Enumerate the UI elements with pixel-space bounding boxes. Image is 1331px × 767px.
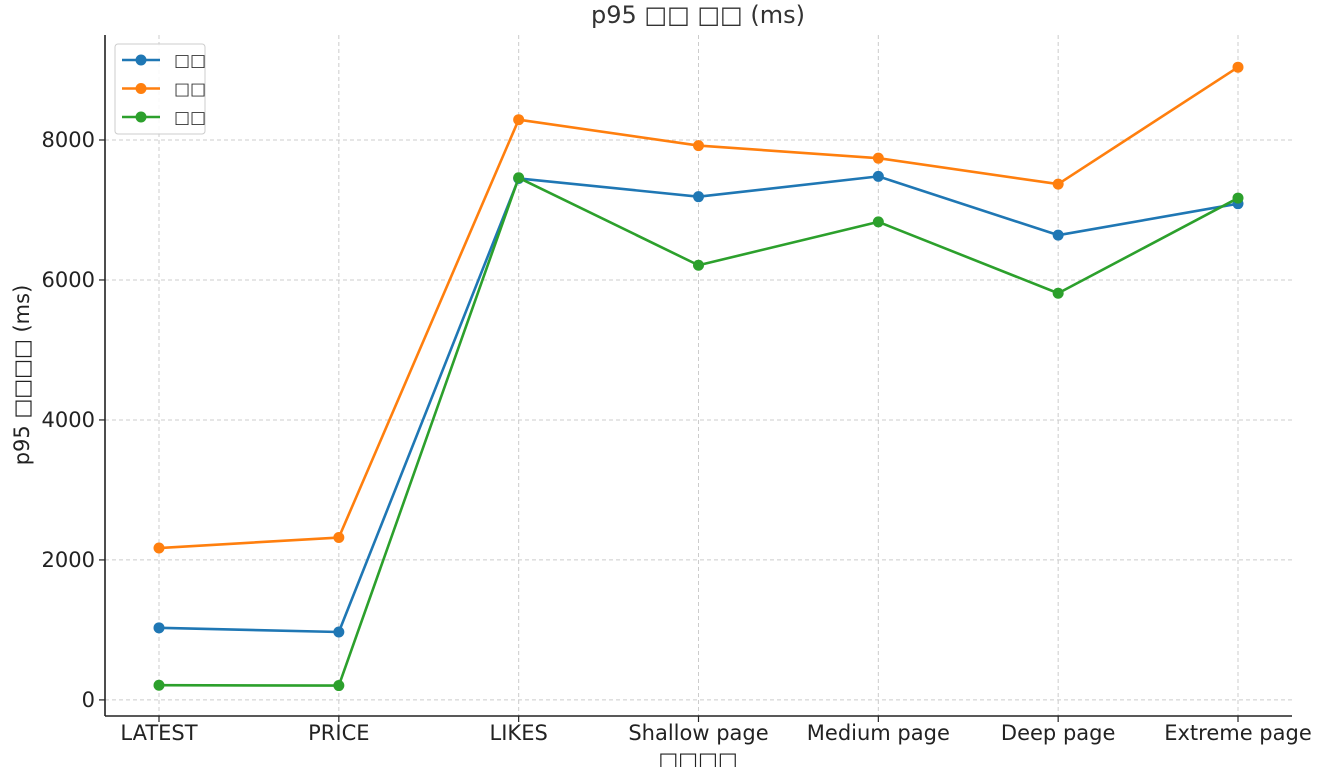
y-axis-label: p95 □□□□ (ms) xyxy=(10,285,34,466)
y-tick-label: 8000 xyxy=(42,128,95,152)
legend-marker xyxy=(135,83,147,94)
tick-labels: LATEST PRICE LIKES Shallow page Medium page D… xyxy=(42,128,1312,745)
x-tick-label: PRICE xyxy=(308,721,369,745)
x-axis-label: □□□□ xyxy=(658,748,737,767)
series-layer xyxy=(153,61,1244,692)
data-point xyxy=(872,216,884,228)
legend-marker xyxy=(135,54,147,66)
data-point xyxy=(513,114,525,126)
legend-label: □□ xyxy=(174,51,206,71)
y-tick-label: 6000 xyxy=(42,268,95,292)
data-point xyxy=(153,622,165,634)
x-tick-label: Extreme page xyxy=(1164,721,1312,745)
data-point xyxy=(333,626,345,638)
series-2 xyxy=(153,61,1244,554)
series-line xyxy=(158,66,1239,550)
data-point xyxy=(153,542,165,554)
x-tick-label: LIKES xyxy=(490,721,548,745)
legend-label: □□ xyxy=(174,80,206,100)
data-point xyxy=(1232,61,1244,73)
data-point xyxy=(693,140,704,152)
x-tick-label: Deep page xyxy=(1001,721,1115,745)
y-tick-label: 4000 xyxy=(42,408,95,432)
chart-title: p95 □□ □□ (ms) xyxy=(591,1,805,29)
data-point xyxy=(693,259,704,271)
x-tick-label: LATEST xyxy=(120,721,197,745)
data-point xyxy=(153,679,165,691)
x-tick-label: Medium page xyxy=(807,721,950,745)
data-point xyxy=(693,191,704,203)
data-point xyxy=(872,170,884,182)
data-point xyxy=(872,152,884,164)
axes xyxy=(104,35,1292,717)
legend-label: □□ xyxy=(174,108,206,128)
y-tick-label: 0 xyxy=(82,688,95,712)
grid xyxy=(105,35,1292,716)
data-point xyxy=(1052,287,1064,299)
data-point xyxy=(513,172,525,184)
data-point xyxy=(333,680,345,692)
legend: □□ □□ □□ xyxy=(114,43,206,135)
data-point xyxy=(333,532,345,544)
series-3 xyxy=(153,172,1244,692)
x-tick-label: Shallow page xyxy=(628,721,768,745)
data-point xyxy=(1052,229,1064,241)
legend-marker xyxy=(135,111,147,123)
data-point xyxy=(1052,178,1064,190)
data-point xyxy=(1232,192,1244,204)
y-tick-label: 2000 xyxy=(42,548,95,572)
